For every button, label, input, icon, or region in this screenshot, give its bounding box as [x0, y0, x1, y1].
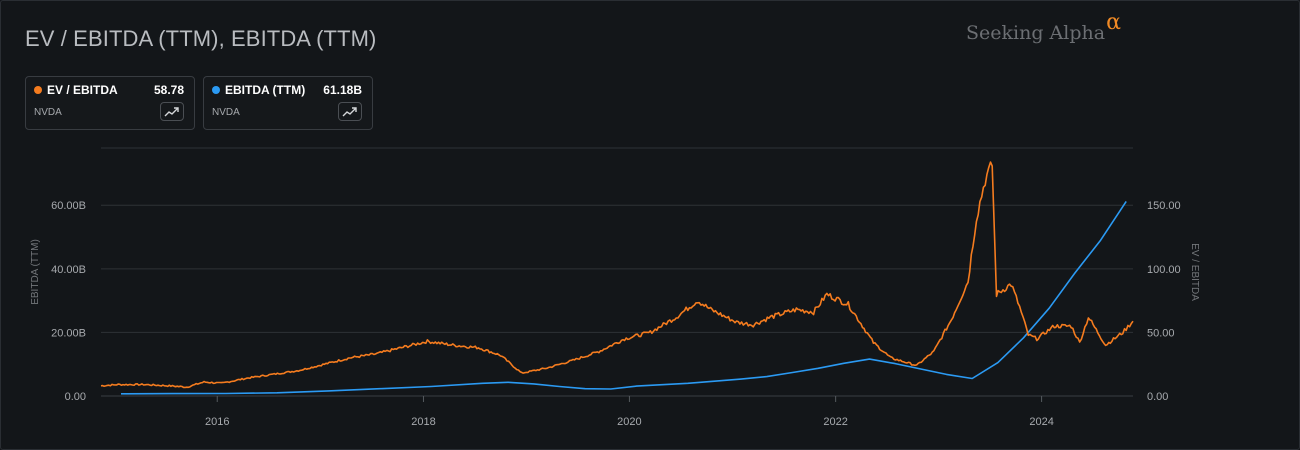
legend-card-ev-ebitda[interactable]: EV / EBITDA 58.78 NVDA [25, 76, 195, 130]
y-left-tick-label: 60.00B [51, 200, 86, 212]
x-tick-label: 2020 [617, 416, 641, 428]
series-color-dot [212, 86, 220, 94]
y-right-tick-label: 150.00 [1147, 200, 1181, 212]
y-left-tick-label: 0.00 [65, 391, 86, 403]
legend-series-value: 61.18B [323, 83, 362, 97]
legend-series-value: 58.78 [153, 83, 184, 97]
y-right-tick-label: 50.00 [1147, 327, 1175, 339]
y-left-tick-label: 40.00B [51, 264, 86, 276]
legend-series-name: EV / EBITDA [47, 83, 118, 97]
seeking-alpha-logo: Seeking Alphaα [966, 10, 1121, 44]
y-right-tick-label: 100.00 [1147, 264, 1181, 276]
trend-up-icon[interactable] [160, 102, 184, 121]
ebitda-series-line [120, 200, 1127, 395]
x-tick-label: 2016 [205, 416, 229, 428]
legend-ticker: NVDA [34, 107, 62, 118]
legend-card-ebitda-ttm[interactable]: EBITDA (TTM) 61.18B NVDA [203, 76, 373, 130]
chart-title: EV / EBITDA (TTM), EBITDA (TTM) [25, 26, 377, 51]
x-tick-label: 2024 [1029, 416, 1053, 428]
legend-series-name: EBITDA (TTM) [225, 83, 306, 97]
y-left-axis-title: EBITDA (TTM) [30, 239, 41, 305]
ev-ebitda-series-line [100, 161, 1134, 389]
y-left-tick-label: 20.00B [51, 327, 86, 339]
trend-up-icon[interactable] [338, 102, 362, 121]
x-tick-label: 2022 [823, 416, 847, 428]
legend-ticker: NVDA [212, 107, 240, 118]
y-right-tick-label: 0.00 [1147, 391, 1168, 403]
y-right-axis-title: EV / EBITDA [1189, 243, 1200, 301]
x-tick-label: 2018 [411, 416, 435, 428]
series-color-dot [34, 86, 42, 94]
